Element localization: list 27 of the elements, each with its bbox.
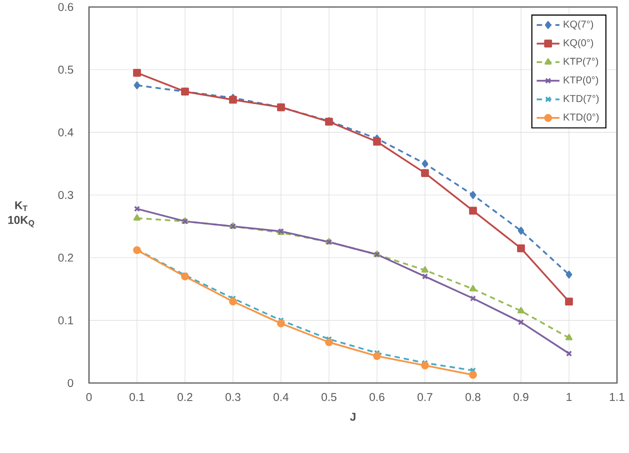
legend-label: KTD(7°): [564, 94, 599, 104]
x-axis-title: J: [350, 412, 356, 421]
legend-label: KTP(7°): [564, 58, 598, 67]
y-tick-label: 0.6: [58, 3, 74, 12]
y-tick-label: 0: [68, 378, 74, 387]
legend-label: KQ(7°): [564, 20, 594, 30]
legend-label: KQ(0°): [564, 38, 594, 48]
y-tick-label: 0.4: [58, 128, 74, 136]
y-tick-label: 0.2: [58, 254, 74, 262]
x-tick-label: 1: [566, 393, 572, 401]
x-tick-label: 0.3: [226, 393, 240, 402]
y-axis-title: K$_{T}$ 10K$_{Q}$: [8, 201, 34, 228]
legend-label: KTP(0°): [564, 76, 598, 86]
x-tick-label: 0: [86, 393, 92, 402]
x-tick-label: 1.1: [610, 393, 624, 401]
y-tick-label: 0.5: [58, 66, 74, 74]
x-tick-label: 0.5: [322, 393, 336, 402]
x-tick-label: 0.2: [178, 393, 192, 402]
y-tick-label: 0.3: [58, 190, 74, 199]
x-tick-label: 0.7: [418, 393, 432, 402]
x-tick-label: 0.8: [466, 393, 480, 402]
x-tick-label: 0.6: [370, 393, 384, 402]
x-tick-label: 0.9: [514, 393, 528, 402]
x-tick-label: 0.4: [274, 393, 289, 402]
legend-label: KTD(0°): [564, 113, 599, 123]
x-tick-label: 0.1: [130, 393, 144, 402]
y-tick-label: 0.1: [58, 316, 74, 324]
